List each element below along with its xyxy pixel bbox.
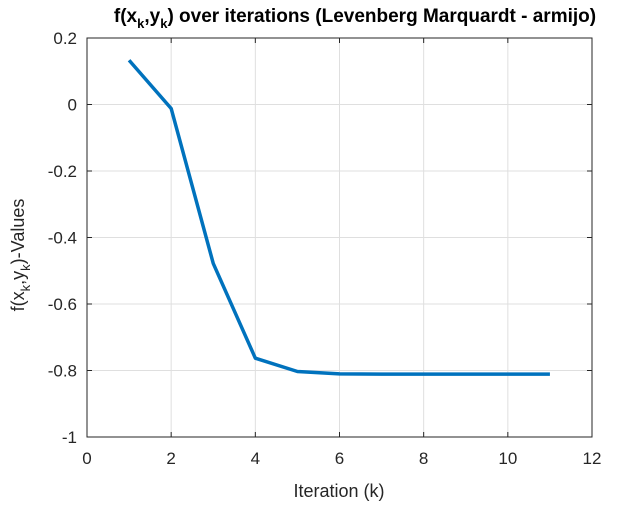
y-tick-label: -0.6 [48, 295, 77, 314]
grid [86, 37, 593, 438]
y-axis-label: f(xk,yk)-Values [8, 199, 33, 312]
y-tick-label: 0.2 [53, 29, 77, 48]
y-tick-label: -0.8 [48, 362, 77, 381]
y-tick-label: 0 [68, 96, 77, 115]
y-tick-label: -0.4 [48, 229, 77, 248]
axes [86, 37, 593, 438]
x-tick-label: 10 [498, 449, 517, 468]
y-tick-label: -1 [62, 428, 77, 447]
y-tick-label: -0.2 [48, 162, 77, 181]
plot-area [127, 59, 550, 376]
x-axis-label: Iteration (k) [293, 481, 384, 501]
x-tick-label: 2 [166, 449, 175, 468]
chart-title: f(xk,yk) over iterations (Levenberg Marq… [114, 6, 596, 31]
x-tick-label: 4 [251, 449, 260, 468]
series-line [127, 59, 550, 376]
x-tick-label: 12 [583, 449, 602, 468]
x-tick-label: 0 [82, 449, 91, 468]
x-tick-label: 8 [419, 449, 428, 468]
x-tick-label: 6 [335, 449, 344, 468]
tick-labels: 0 2 4 6 8 10 12 -1 -0.8 -0.6 -0.4 -0.2 0 0.2 [48, 29, 602, 468]
